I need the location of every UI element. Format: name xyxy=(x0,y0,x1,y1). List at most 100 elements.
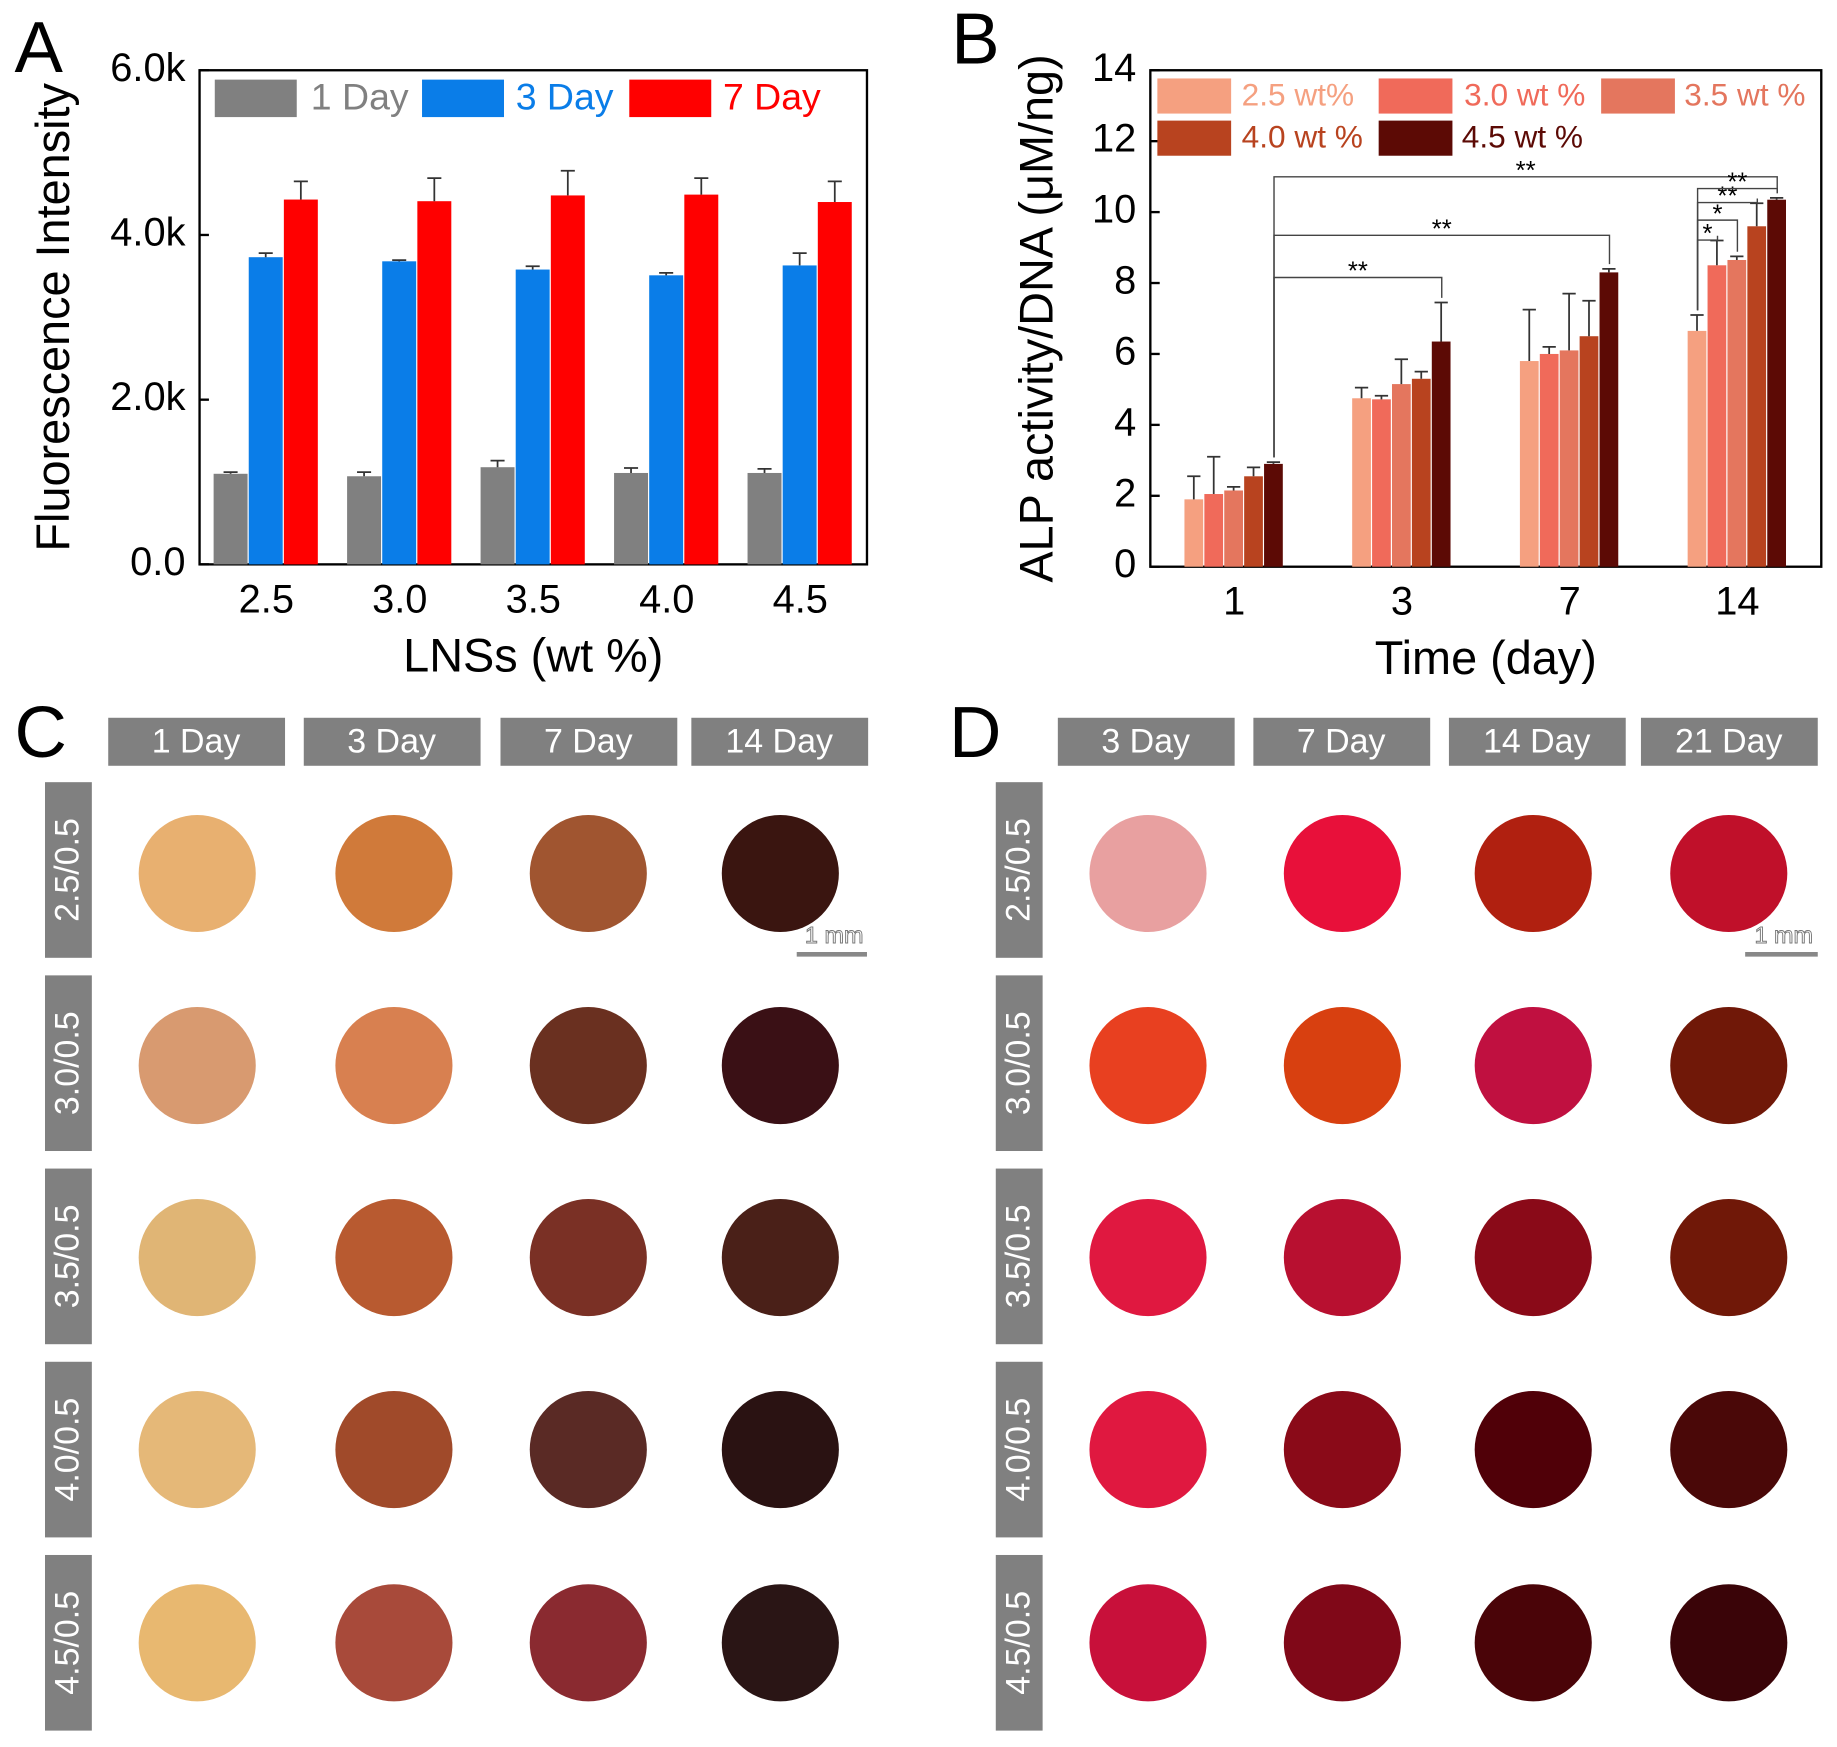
row-header: 3.5/0.5 xyxy=(49,1204,87,1308)
bar xyxy=(417,201,452,565)
error-bar xyxy=(293,180,308,200)
row-header-box xyxy=(45,1554,92,1731)
bar xyxy=(1372,399,1391,567)
row-header-box xyxy=(45,1361,92,1538)
sample-image xyxy=(1670,1199,1788,1317)
error-bar xyxy=(827,180,842,203)
bar xyxy=(515,269,550,565)
sample-image xyxy=(1474,1584,1592,1702)
bar xyxy=(480,467,515,565)
bar xyxy=(747,472,782,565)
x-tick-label: 7 xyxy=(1559,580,1581,624)
sample-image xyxy=(335,1584,453,1702)
legend-swatch xyxy=(1378,120,1453,156)
row-header-box xyxy=(995,1361,1043,1538)
sample-image xyxy=(529,1391,647,1509)
legend-label: 2.5 wt% xyxy=(1242,77,1354,113)
x-axis-label: Time (day) xyxy=(1375,632,1597,684)
bar xyxy=(1599,272,1619,567)
row-header: 3.0/0.5 xyxy=(999,1011,1037,1115)
error-bar xyxy=(392,259,407,262)
column-header: 14 Day xyxy=(725,722,833,760)
sample-image xyxy=(1474,1006,1592,1125)
error-bar xyxy=(1582,299,1596,337)
error-bar xyxy=(1266,461,1281,464)
bar xyxy=(283,199,318,565)
bar xyxy=(1767,199,1786,567)
bar xyxy=(817,202,852,565)
legend-swatch xyxy=(422,79,504,118)
scale-bar-label: 1 mm xyxy=(1755,922,1814,948)
error-bar xyxy=(792,252,807,266)
sample-image xyxy=(1474,1391,1592,1509)
y-tick-label: 4.0k xyxy=(110,210,185,254)
error-bar xyxy=(223,471,238,474)
scale-bar-label: 1 mm xyxy=(805,922,864,948)
sample-image xyxy=(721,1391,839,1509)
column-header: 21 Day xyxy=(1675,722,1783,760)
y-tick-label: 4 xyxy=(1114,400,1136,444)
legend-swatch xyxy=(214,79,297,118)
legend-swatch xyxy=(1157,120,1232,156)
x-tick-label: 2.5 xyxy=(239,577,294,621)
column-header: 1 Day xyxy=(152,722,241,760)
y-tick-label: 12 xyxy=(1092,117,1136,161)
sample-image xyxy=(1089,1584,1207,1702)
row-header: 2.5/0.5 xyxy=(999,818,1037,922)
y-tick-label: 6.0k xyxy=(110,46,185,90)
x-tick-label: 3.5 xyxy=(506,577,561,621)
bar xyxy=(1184,499,1204,567)
column-header: 3 Day xyxy=(1101,722,1190,760)
sample-image xyxy=(1089,1199,1207,1317)
significance-bracket xyxy=(1696,187,1778,311)
y-tick-label: 0 xyxy=(1114,542,1136,586)
row-header-box xyxy=(995,1554,1043,1731)
sample-image xyxy=(529,1584,647,1702)
error-bar xyxy=(357,471,372,477)
column-header-box xyxy=(108,717,286,766)
bar xyxy=(382,261,417,565)
significance-label: ** xyxy=(1727,169,1747,197)
bar xyxy=(1539,353,1559,567)
bar xyxy=(1579,336,1599,567)
sample-image xyxy=(1089,1391,1207,1509)
panel-letter: A xyxy=(15,7,64,88)
sample-image xyxy=(335,814,453,933)
significance-label: ** xyxy=(1516,157,1536,185)
bar xyxy=(1687,330,1707,567)
error-bar xyxy=(624,467,639,473)
y-tick-label: 10 xyxy=(1092,188,1136,232)
row-header-box xyxy=(45,1168,92,1345)
error-bar xyxy=(757,467,772,473)
panel-letter: D xyxy=(949,692,1001,773)
row-header-box xyxy=(45,975,92,1152)
bar xyxy=(1391,384,1411,567)
x-axis-label: LNSs (wt %) xyxy=(403,630,663,682)
bar xyxy=(1519,361,1539,567)
significance-label: ** xyxy=(1432,215,1452,243)
error-bar xyxy=(1226,486,1241,491)
sample-image xyxy=(1283,1391,1401,1509)
column-header-box xyxy=(691,717,869,766)
row-header: 4.0/0.5 xyxy=(49,1398,87,1502)
error-bar xyxy=(1434,301,1448,342)
row-header: 4.5/0.5 xyxy=(49,1591,87,1695)
error-bar xyxy=(1246,466,1261,477)
error-bar xyxy=(694,177,709,195)
sample-image xyxy=(529,814,647,933)
row-header: 2.5/0.5 xyxy=(49,818,87,922)
row-header: 4.0/0.5 xyxy=(999,1398,1037,1502)
column-header: 7 Day xyxy=(544,722,633,760)
error-bar xyxy=(1562,292,1576,351)
error-bar xyxy=(1769,197,1784,200)
plot-frame xyxy=(1149,69,1823,568)
y-axis-label: ALP activity/DNA (μM/ng) xyxy=(1011,54,1063,582)
row-header: 4.5/0.5 xyxy=(999,1591,1037,1695)
y-tick-label: 2 xyxy=(1114,471,1136,515)
error-bar xyxy=(1187,475,1201,500)
sample-image xyxy=(1089,1006,1207,1125)
bar xyxy=(213,473,248,565)
sample-image xyxy=(1283,1584,1401,1702)
error-bar xyxy=(1750,202,1764,227)
